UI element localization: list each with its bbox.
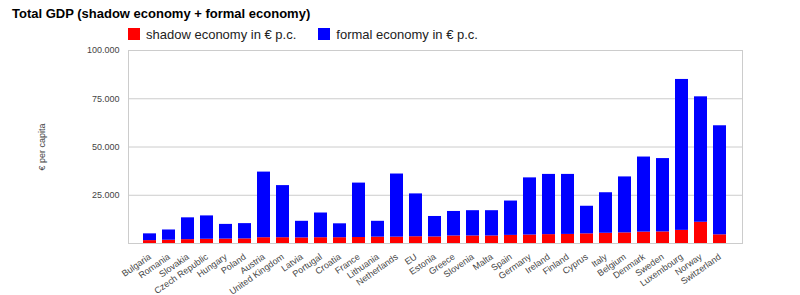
svg-text:100.000: 100.000 xyxy=(87,45,120,55)
svg-text:Hungary: Hungary xyxy=(195,251,229,280)
svg-text:EU: EU xyxy=(402,251,419,267)
svg-text:Slovenia: Slovenia xyxy=(442,252,476,280)
html-text:formal economy in € p.c.: formal economy in € p.c. xyxy=(336,26,478,42)
svg-text:Netherlands: Netherlands xyxy=(354,251,400,287)
svg-text:Sweden: Sweden xyxy=(633,251,666,279)
svg-text:Belgium: Belgium xyxy=(595,251,628,279)
svg-text:Slovakia: Slovakia xyxy=(157,251,191,280)
svg-text:Estonia: Estonia xyxy=(407,251,438,277)
svg-text:Portugal: Portugal xyxy=(290,251,324,279)
svg-text:Ireland: Ireland xyxy=(523,251,552,276)
svg-text:Austria: Austria xyxy=(238,251,267,276)
svg-text:Poland: Poland xyxy=(219,251,248,276)
svg-text:Romania: Romania xyxy=(136,251,172,281)
svg-text:Finland: Finland xyxy=(540,251,571,277)
svg-text:Lithuania: Lithuania xyxy=(345,251,381,281)
svg-text:Denmark: Denmark xyxy=(611,251,647,281)
svg-text:Norway: Norway xyxy=(673,251,704,278)
svg-text:Latvia: Latvia xyxy=(279,251,305,274)
svg-text:Spain: Spain xyxy=(489,251,514,273)
svg-text:50.000: 50.000 xyxy=(92,142,120,152)
svg-text:Germany: Germany xyxy=(496,251,533,281)
svg-text:Croatia: Croatia xyxy=(313,251,343,277)
svg-text:Switzerland: Switzerland xyxy=(679,252,723,287)
svg-text:Bulgaria: Bulgaria xyxy=(120,251,153,279)
svg-text:Italy: Italy xyxy=(589,251,609,270)
html-text:Total GDP (shadow economy + fo: Total GDP (shadow economy + formal econo… xyxy=(12,6,311,21)
svg-text:Greece: Greece xyxy=(426,251,457,277)
svg-text:Malta: Malta xyxy=(471,251,495,273)
svg-text:€ per capita: € per capita xyxy=(37,123,47,170)
svg-text:75.000: 75.000 xyxy=(92,94,120,104)
svg-text:Luxembourg: Luxembourg xyxy=(638,251,685,289)
svg-text:Cyprus: Cyprus xyxy=(561,251,590,276)
svg-text:25.000: 25.000 xyxy=(92,190,120,200)
svg-text:France: France xyxy=(333,251,362,276)
html-text:shadow economy in € p.c.: shadow economy in € p.c. xyxy=(146,26,297,42)
svg-text:United Kingdom: United Kingdom xyxy=(228,252,286,295)
